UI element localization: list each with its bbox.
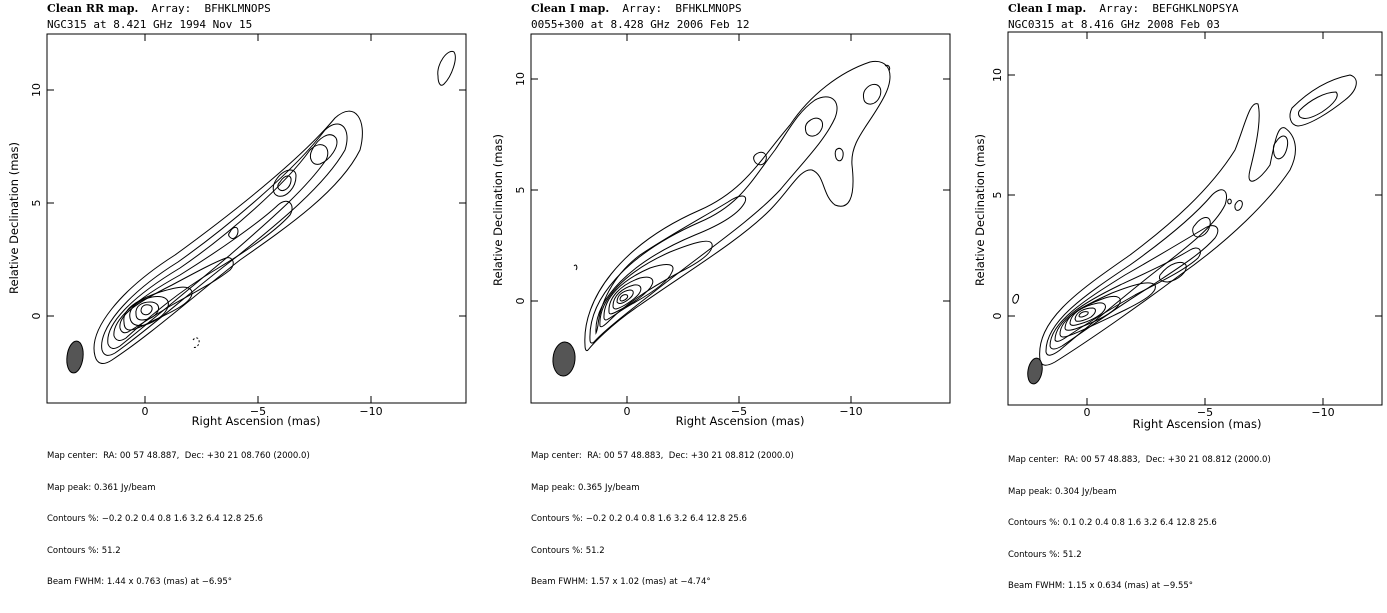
map-type: Clean I map. bbox=[531, 2, 610, 15]
x-tick-label: −10 bbox=[839, 405, 862, 418]
map-title: Clean I map. Array: BEFGHKLNOPSYA bbox=[1008, 2, 1238, 15]
contours bbox=[573, 60, 891, 352]
array-label: Array: BFHKLMNOPS bbox=[609, 2, 742, 15]
x-axis-label: Right Ascension (mas) bbox=[676, 414, 805, 428]
contours-text: Contours %: −0.2 0.2 0.4 0.8 1.6 3.2 6.4… bbox=[47, 514, 263, 524]
map-info: Map center: RA: 00 57 48.883, Dec: +30 2… bbox=[531, 430, 794, 609]
x-tick-label: −5 bbox=[1197, 406, 1213, 419]
contours-text: Contours %: −0.2 0.2 0.4 0.8 1.6 3.2 6.4… bbox=[531, 514, 747, 524]
ticks bbox=[1008, 32, 1382, 405]
ticks bbox=[531, 34, 950, 403]
map-peak-text: Map peak: 0.365 Jy/beam bbox=[531, 482, 640, 493]
map-panel-2: Clean I map. Array: BFHKLMNOPS 0055+300 … bbox=[491, 0, 971, 587]
contours-text-2: Contours %: 51.2 bbox=[1008, 549, 1082, 560]
y-tick-label: 5 bbox=[991, 192, 1004, 199]
x-tick-label: −5 bbox=[731, 405, 747, 418]
map-info: Map center: RA: 00 57 48.887, Dec: +30 2… bbox=[47, 430, 310, 609]
ticks bbox=[47, 34, 466, 403]
plot-frame bbox=[530, 33, 951, 404]
map-center-text: Map center: RA: 00 57 48.887, Dec: +30 2… bbox=[47, 451, 310, 461]
map-peak-text: Map peak: 0.361 Jy/beam bbox=[47, 482, 156, 493]
x-tick-label: 0 bbox=[1084, 406, 1091, 419]
map-panel-3: Clean I map. Array: BEFGHKLNOPSYA NGC031… bbox=[973, 0, 1387, 591]
y-tick-label: 0 bbox=[30, 313, 43, 320]
x-tick-label: 0 bbox=[142, 405, 149, 418]
beam-ellipse bbox=[552, 341, 576, 377]
array-label: Array: BFHKLMNOPS bbox=[138, 2, 271, 15]
x-tick-label: −10 bbox=[359, 405, 382, 418]
beam-text: Beam FWHM: 1.15 x 0.634 (mas) at −9.55° bbox=[1008, 581, 1194, 591]
beam-text: Beam FWHM: 1.57 x 1.02 (mas) at −4.74° bbox=[531, 577, 711, 587]
y-tick-label: 5 bbox=[30, 200, 43, 207]
array-label: Array: BEFGHKLNOPSYA bbox=[1086, 2, 1239, 15]
y-tick-label: 10 bbox=[30, 83, 43, 97]
y-tick-label: 10 bbox=[991, 68, 1004, 82]
contour-plot: 0 −5 −10 0 5 10 Right Ascension (mas) Re… bbox=[7, 33, 467, 428]
plot-frame bbox=[1007, 31, 1383, 406]
map-subtitle: NGC0315 at 8.416 GHz 2008 Feb 03 bbox=[1008, 18, 1220, 31]
y-axis-label: Relative Declination (mas) bbox=[7, 142, 21, 294]
beam-ellipse bbox=[66, 340, 84, 374]
y-axis-label: Relative Declination (mas) bbox=[973, 134, 987, 286]
contours bbox=[93, 50, 456, 364]
map-center-text: Map center: RA: 00 57 48.883, Dec: +30 2… bbox=[531, 451, 794, 461]
map-peak-text: Map peak: 0.304 Jy/beam bbox=[1008, 486, 1117, 497]
map-info: Map center: RA: 00 57 48.883, Dec: +30 2… bbox=[1008, 434, 1271, 613]
contours-text-2: Contours %: 51.2 bbox=[47, 545, 121, 556]
contour-plot: 0 −5 −10 0 5 10 Right Ascension (mas) Re… bbox=[973, 31, 1383, 431]
x-axis-label: Right Ascension (mas) bbox=[1133, 417, 1262, 431]
y-tick-label: 5 bbox=[514, 187, 527, 194]
x-axis-label: Right Ascension (mas) bbox=[192, 414, 321, 428]
x-tick-label: 0 bbox=[624, 405, 631, 418]
contour-plot bbox=[0, 0, 440, 430]
map-center-text: Map center: RA: 00 57 48.883, Dec: +30 2… bbox=[1008, 455, 1271, 465]
y-tick-label: 0 bbox=[991, 313, 1004, 320]
y-axis-label: Relative Declination (mas) bbox=[491, 134, 505, 286]
map-type: Clean I map. bbox=[1008, 2, 1087, 15]
map-subtitle: NGC315 at 8.421 GHz 1994 Nov 15 bbox=[47, 18, 253, 31]
contours-text: Contours %: 0.1 0.2 0.4 0.8 1.6 3.2 6.4 … bbox=[1008, 518, 1217, 528]
x-tick-label: −10 bbox=[1311, 406, 1334, 419]
map-type: Clean RR map. bbox=[47, 2, 139, 15]
map-title: Clean I map. Array: BFHKLMNOPS bbox=[531, 2, 742, 15]
beam-text: Beam FWHM: 1.44 x 0.763 (mas) at −6.95° bbox=[47, 577, 233, 587]
map-subtitle: 0055+300 at 8.428 GHz 2006 Feb 12 bbox=[531, 18, 750, 31]
y-tick-label: 10 bbox=[514, 72, 527, 86]
map-title: Clean RR map. Array: BFHKLMNOPS bbox=[47, 2, 271, 15]
contours-text-2: Contours %: 51.2 bbox=[531, 545, 605, 556]
contour-plot-2: 0 −5 −10 0 5 10 Right Ascension (mas) Re… bbox=[491, 33, 951, 428]
x-tick-label: −5 bbox=[250, 405, 266, 418]
plot-frame bbox=[46, 33, 467, 404]
contours bbox=[1012, 74, 1357, 366]
y-tick-label: 0 bbox=[514, 298, 527, 305]
beam-ellipse bbox=[1027, 357, 1043, 385]
